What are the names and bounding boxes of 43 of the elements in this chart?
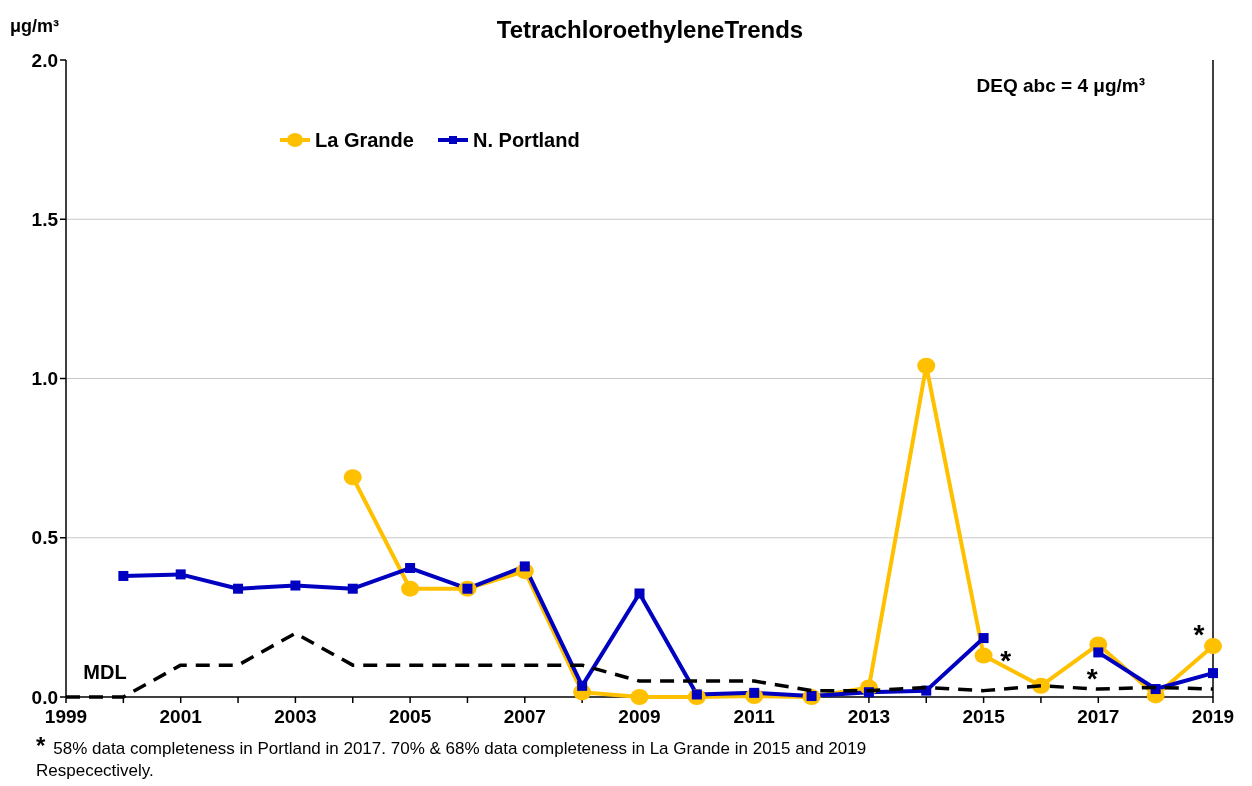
point bbox=[347, 583, 358, 594]
x-tick-label: 2017 bbox=[1077, 706, 1120, 727]
point bbox=[405, 563, 416, 574]
x-tick-label: 2003 bbox=[274, 706, 317, 727]
point bbox=[401, 580, 420, 597]
point bbox=[634, 588, 645, 599]
text: * 58% data completeness in Portland in 2017. 70% & 68% data completeness in La Grande in 2015 and 2019 Respecectively. bbox=[36, 732, 867, 780]
y-tick-label: 0.5 bbox=[31, 527, 59, 549]
series-label: MDL bbox=[83, 661, 127, 683]
annotation: * bbox=[1000, 644, 1012, 676]
annotation: * bbox=[1193, 619, 1205, 651]
y-axis-title: μg/m³ bbox=[10, 16, 60, 36]
annotation: * bbox=[1086, 663, 1098, 695]
y-tick-label: 2.0 bbox=[31, 49, 58, 71]
legend-label: N. Portland bbox=[473, 129, 580, 151]
point bbox=[175, 569, 186, 580]
point bbox=[917, 357, 936, 374]
chart-title: TetrachloroethyleneTrends bbox=[496, 16, 804, 43]
point bbox=[978, 633, 989, 644]
x-tick-label: 2001 bbox=[159, 706, 203, 727]
point bbox=[1208, 668, 1218, 679]
x-tick-label: 2019 bbox=[1191, 706, 1235, 727]
point bbox=[343, 469, 362, 486]
point bbox=[630, 689, 649, 705]
annotation: DEQ abc = 4 μg/m³ bbox=[976, 75, 1145, 96]
y-tick-label: 1.5 bbox=[31, 208, 59, 230]
y-tick-label: 1.0 bbox=[31, 368, 58, 390]
point bbox=[577, 680, 588, 691]
point bbox=[974, 647, 993, 664]
x-tick-label: 2009 bbox=[618, 706, 661, 727]
point bbox=[290, 580, 301, 591]
point bbox=[1204, 638, 1222, 655]
x-tick-label: 2015 bbox=[962, 706, 1006, 727]
x-tick-label: 1999 bbox=[44, 706, 88, 727]
point bbox=[233, 583, 244, 594]
x-tick-label: 2013 bbox=[847, 706, 891, 727]
x-tick-label: 2011 bbox=[733, 706, 776, 727]
y-tick-label: 0.0 bbox=[31, 686, 58, 708]
legend-label: La Grande bbox=[315, 129, 414, 151]
point bbox=[118, 570, 129, 581]
x-tick-label: 2005 bbox=[388, 706, 432, 727]
x-tick-label: 2007 bbox=[503, 706, 546, 727]
point bbox=[1093, 647, 1104, 658]
